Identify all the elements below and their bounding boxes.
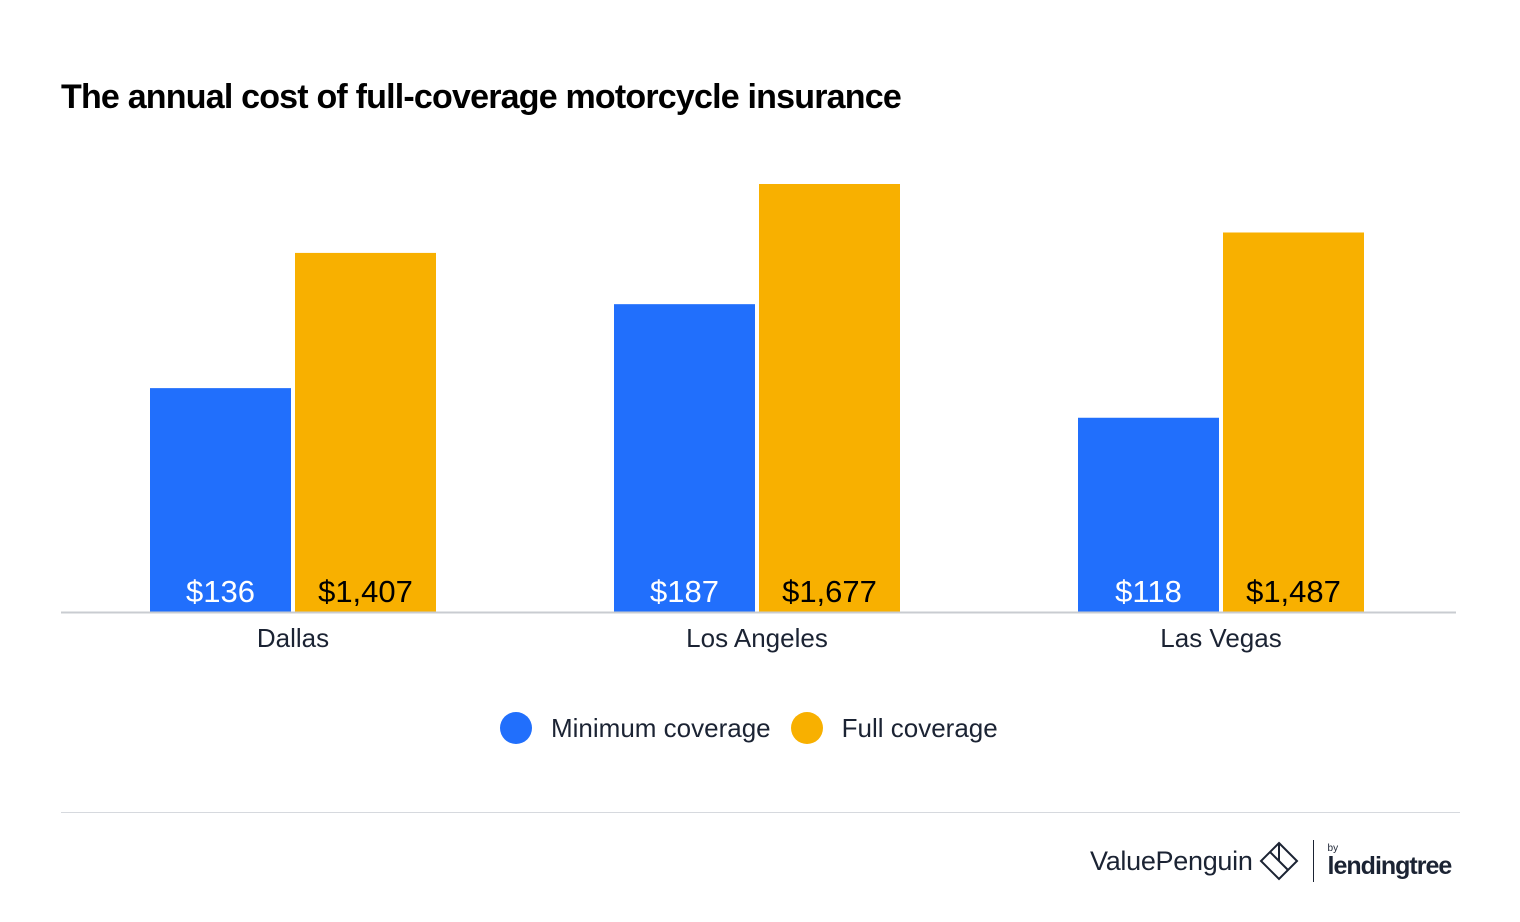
brand-name: ValuePenguin <box>1090 845 1253 876</box>
legend: Minimum coverage Full coverage <box>500 712 1018 744</box>
legend-swatch-minimum <box>500 712 532 744</box>
category-label: Las Vegas <box>1160 623 1281 653</box>
legend-item-full: Full coverage <box>790 712 998 744</box>
category-labels-group: Dallas Los Angeles Las Vegas <box>257 623 1282 653</box>
penguin-diamond-icon <box>1259 841 1298 881</box>
bar-full-los-angeles <box>759 184 900 612</box>
legend-label-full: Full coverage <box>841 712 998 743</box>
bar-labels-group: $136 $187 $118 $1,407 $1,677 $1,487 <box>186 574 1341 609</box>
category-label: Los Angeles <box>686 623 828 653</box>
category-label: Dallas <box>257 623 329 653</box>
bars-group <box>150 184 1364 613</box>
bar-minimum-dallas <box>150 388 291 612</box>
bar-chart: $136 $187 $118 $1,407 $1,677 $1,487 Dallas Los… <box>61 184 1456 653</box>
legend-swatch-full <box>790 712 823 744</box>
bar-value-label-full: $1,407 <box>318 574 413 609</box>
brand-separator <box>1312 840 1314 882</box>
bar-minimum-los-angeles <box>614 304 755 612</box>
bar-value-label-minimum: $136 <box>186 574 255 609</box>
bar-value-label-minimum: $118 <box>1115 574 1182 609</box>
legend-label-minimum: Minimum coverage <box>551 712 771 743</box>
bar-full-dallas <box>295 252 436 613</box>
legend-item-minimum: Minimum coverage <box>500 712 771 744</box>
bar-full-las-vegas <box>1223 232 1364 613</box>
bar-value-label-full: $1,487 <box>1246 574 1341 609</box>
bar-value-label-minimum: $187 <box>650 574 719 609</box>
bar-value-label-full: $1,677 <box>782 574 877 609</box>
partner-name: lendingtree <box>1327 851 1453 880</box>
brand-logo: ValuePenguin by lendingtree <box>1090 840 1453 882</box>
bar-minimum-las-vegas <box>1078 417 1219 612</box>
partner-by-text: by <box>1327 842 1339 854</box>
partner-logo: by lendingtree <box>1327 842 1453 880</box>
chart-title: The annual cost of full-coverage motorcy… <box>61 78 902 116</box>
footer-divider <box>61 812 1460 813</box>
